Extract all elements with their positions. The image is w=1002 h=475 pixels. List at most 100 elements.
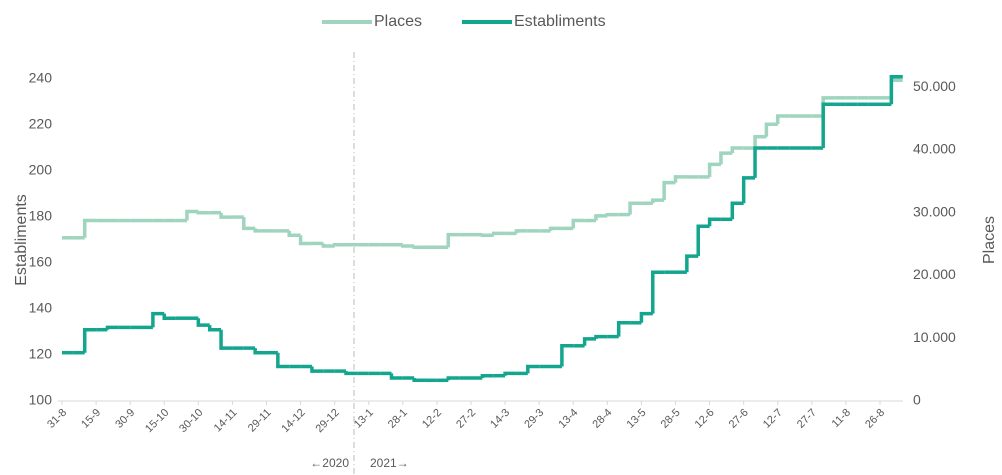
x-tick-label: 28-4 <box>590 407 614 431</box>
y-axis-title: Establiments <box>13 194 30 286</box>
line-step <box>310 366 324 373</box>
line-step <box>673 175 687 183</box>
line-step <box>753 134 767 149</box>
line-step <box>514 229 528 234</box>
line-step <box>276 352 290 369</box>
line-step <box>628 201 642 215</box>
x-tick-label: 14-12 <box>279 407 307 435</box>
y-tick-label: 160 <box>29 254 53 270</box>
line-step <box>526 364 540 374</box>
y2-tick-label: 40.000 <box>913 141 956 157</box>
line-step <box>503 371 517 376</box>
line-step <box>651 198 665 204</box>
x-tick-label: 13-1 <box>352 407 376 431</box>
x-tick-label: 13-4 <box>556 407 580 431</box>
line-step <box>753 146 767 178</box>
y-tick-label: 140 <box>29 300 53 316</box>
x-tick-label: 28-5 <box>659 407 683 431</box>
line-step <box>105 325 119 330</box>
x-tick-label: 31-8 <box>45 407 69 431</box>
y2-tick-label: 20.000 <box>913 266 956 282</box>
y2-tick-label: 0 <box>913 392 921 408</box>
x-tick-label: 29-11 <box>246 407 274 435</box>
line-step <box>776 114 790 125</box>
line-step <box>185 209 199 221</box>
y-tick-label: 200 <box>29 162 53 178</box>
legend-label: Establiments <box>514 13 606 30</box>
line-step <box>344 371 358 376</box>
line-step <box>480 373 494 378</box>
line-step <box>764 122 778 137</box>
x-tick-label: 12-7 <box>761 407 785 431</box>
line-step <box>412 245 426 249</box>
line-step <box>889 74 900 105</box>
x-tick-label: 11-8 <box>830 407 853 430</box>
line-step <box>332 242 347 247</box>
line-step <box>401 244 415 248</box>
line-step <box>707 217 721 227</box>
line-step <box>594 214 608 221</box>
line-step <box>730 201 744 220</box>
x-tick-label: 26-8 <box>863 407 887 431</box>
x-tick-label: 29-12 <box>313 407 341 435</box>
line-step <box>639 311 653 323</box>
y-tick-label: 220 <box>29 116 53 132</box>
x-tick-label: 13-5 <box>625 407 649 431</box>
y2-tick-label: 30.000 <box>913 203 956 219</box>
line-step <box>253 228 267 233</box>
x-tick-label: 12-6 <box>693 407 717 431</box>
x-tick-label: 27-6 <box>727 407 751 431</box>
line-step <box>151 311 165 328</box>
line-step <box>162 313 176 320</box>
line-step <box>82 218 97 238</box>
x-tick-label: 27-7 <box>795 407 819 431</box>
line-step <box>298 235 312 246</box>
line-step <box>651 270 665 314</box>
x-tick-label: 15-9 <box>79 407 103 431</box>
line-step <box>741 176 756 204</box>
line-step <box>685 254 699 273</box>
line-step <box>480 233 494 238</box>
y-tick-label: 240 <box>29 70 53 86</box>
x-tick-label: 14-3 <box>488 407 512 431</box>
line-step <box>696 224 710 257</box>
line-step <box>253 348 267 355</box>
x-tick-label: 29-3 <box>522 407 546 431</box>
line-step <box>616 321 631 337</box>
line-step <box>821 102 835 148</box>
y-tick-label: 100 <box>29 392 53 408</box>
line-step <box>662 180 676 201</box>
y2-axis-title: Places <box>981 216 998 264</box>
line-step <box>82 327 97 353</box>
line-step <box>446 232 460 248</box>
y-tick-label: 120 <box>29 346 53 362</box>
y-tick-label: 180 <box>29 208 53 224</box>
line-step <box>719 151 733 165</box>
x-tick-label: 12-2 <box>420 407 444 431</box>
line-step <box>219 329 233 350</box>
x-tick-label: 30-10 <box>177 407 205 435</box>
x-tick-label: 30-9 <box>113 407 137 431</box>
x-tick-label: 14-11 <box>212 407 240 435</box>
legend-label: Places <box>374 13 422 30</box>
line-step <box>582 337 596 346</box>
line-step <box>730 146 744 154</box>
line-step <box>491 231 506 236</box>
x-tick-label: 15-10 <box>143 407 171 435</box>
annotation: ←2020 <box>310 456 349 470</box>
line-step <box>389 373 403 380</box>
line-step <box>707 162 721 177</box>
line-step <box>196 318 210 327</box>
line-step <box>219 212 233 219</box>
x-tick-label: 28-1 <box>386 407 410 431</box>
line-step <box>412 378 426 383</box>
y2-tick-label: 50.000 <box>913 78 956 94</box>
line-step <box>605 212 619 217</box>
line-step <box>548 226 562 231</box>
annotation: 2021→ <box>370 456 409 470</box>
line-step <box>196 210 210 215</box>
line-step <box>560 344 574 367</box>
line-step <box>242 217 256 231</box>
y2-tick-label: 10.000 <box>913 329 956 345</box>
